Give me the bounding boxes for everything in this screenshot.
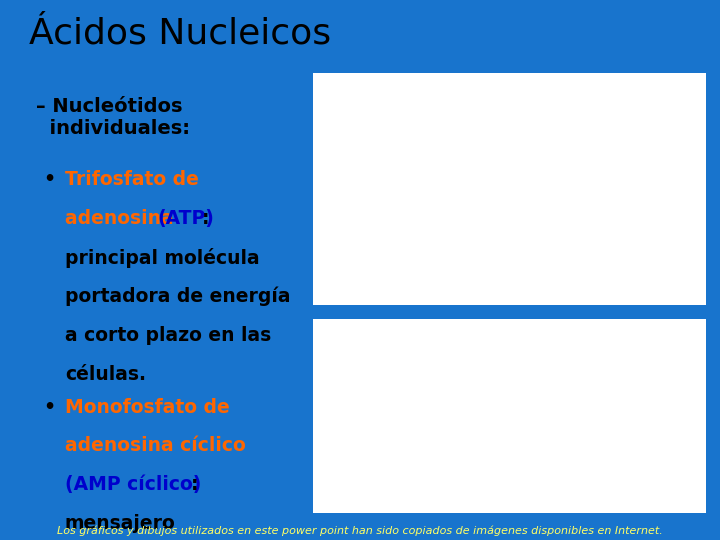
Text: adenosina cíclico: adenosina cíclico (65, 436, 246, 455)
Text: Los gráficos y dibujos utilizados en este power point han sido copiados de imáge: Los gráficos y dibujos utilizados en est… (57, 525, 663, 536)
Text: :: : (202, 209, 209, 228)
Text: (ATP): (ATP) (157, 209, 214, 228)
Bar (313, 73, 706, 305)
Text: adenosina: adenosina (65, 209, 180, 228)
Text: Ácidos Nucleicos: Ácidos Nucleicos (29, 16, 331, 50)
Text: principal molécula: principal molécula (65, 248, 259, 268)
Text: (AMP cíclico): (AMP cíclico) (65, 475, 201, 494)
Bar (313, 319, 706, 513)
Text: a corto plazo en las: a corto plazo en las (65, 326, 271, 345)
Text: Trifosfato de: Trifosfato de (65, 170, 199, 189)
Text: :: : (191, 475, 198, 494)
Text: •: • (43, 170, 55, 189)
Text: portadora de energía: portadora de energía (65, 287, 290, 306)
Text: células.: células. (65, 364, 145, 383)
Text: mensajero: mensajero (65, 514, 176, 533)
Text: – Nucleótidos
  individuales:: – Nucleótidos individuales: (36, 97, 190, 138)
Text: •: • (43, 397, 55, 416)
Text: Monofosfato de: Monofosfato de (65, 397, 230, 416)
